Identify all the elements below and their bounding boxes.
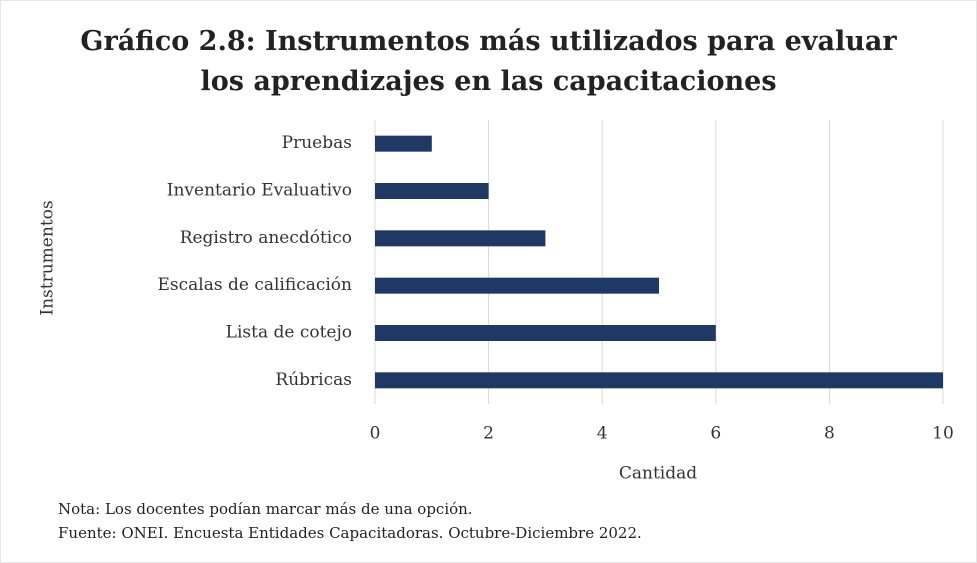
- note: Nota: Los docentes podían marcar más de …: [58, 500, 473, 518]
- bar: [375, 277, 659, 294]
- x-tick-label: 10: [932, 424, 954, 444]
- x-tick-label: 2: [483, 424, 494, 444]
- bar: [375, 325, 716, 341]
- y-tick-label: Escalas de calificación: [157, 275, 352, 295]
- x-tick-label: 0: [370, 424, 381, 444]
- x-tick-label: 8: [824, 424, 835, 444]
- y-tick-label: Registro anecdótico: [180, 228, 352, 248]
- y-tick-label: Lista de cotejo: [226, 323, 352, 343]
- x-tick-label: 6: [710, 424, 721, 444]
- x-axis-title: Cantidad: [619, 464, 697, 484]
- y-tick-label: Rúbricas: [275, 370, 352, 390]
- bar: [375, 135, 432, 152]
- y-tick-label: Pruebas: [282, 133, 352, 153]
- bar: [375, 230, 546, 247]
- y-tick-label: Inventario Evaluativo: [167, 181, 352, 201]
- x-tick-label: 4: [597, 424, 608, 444]
- source: Fuente: ONEI. Encuesta Entidades Capacit…: [58, 524, 642, 542]
- bar: [375, 183, 489, 199]
- bar: [375, 372, 943, 389]
- y-axis-title: Instrumentos: [38, 200, 58, 315]
- chart-title: Gráfico 2.8: Instrumentos más utilizados…: [80, 26, 897, 97]
